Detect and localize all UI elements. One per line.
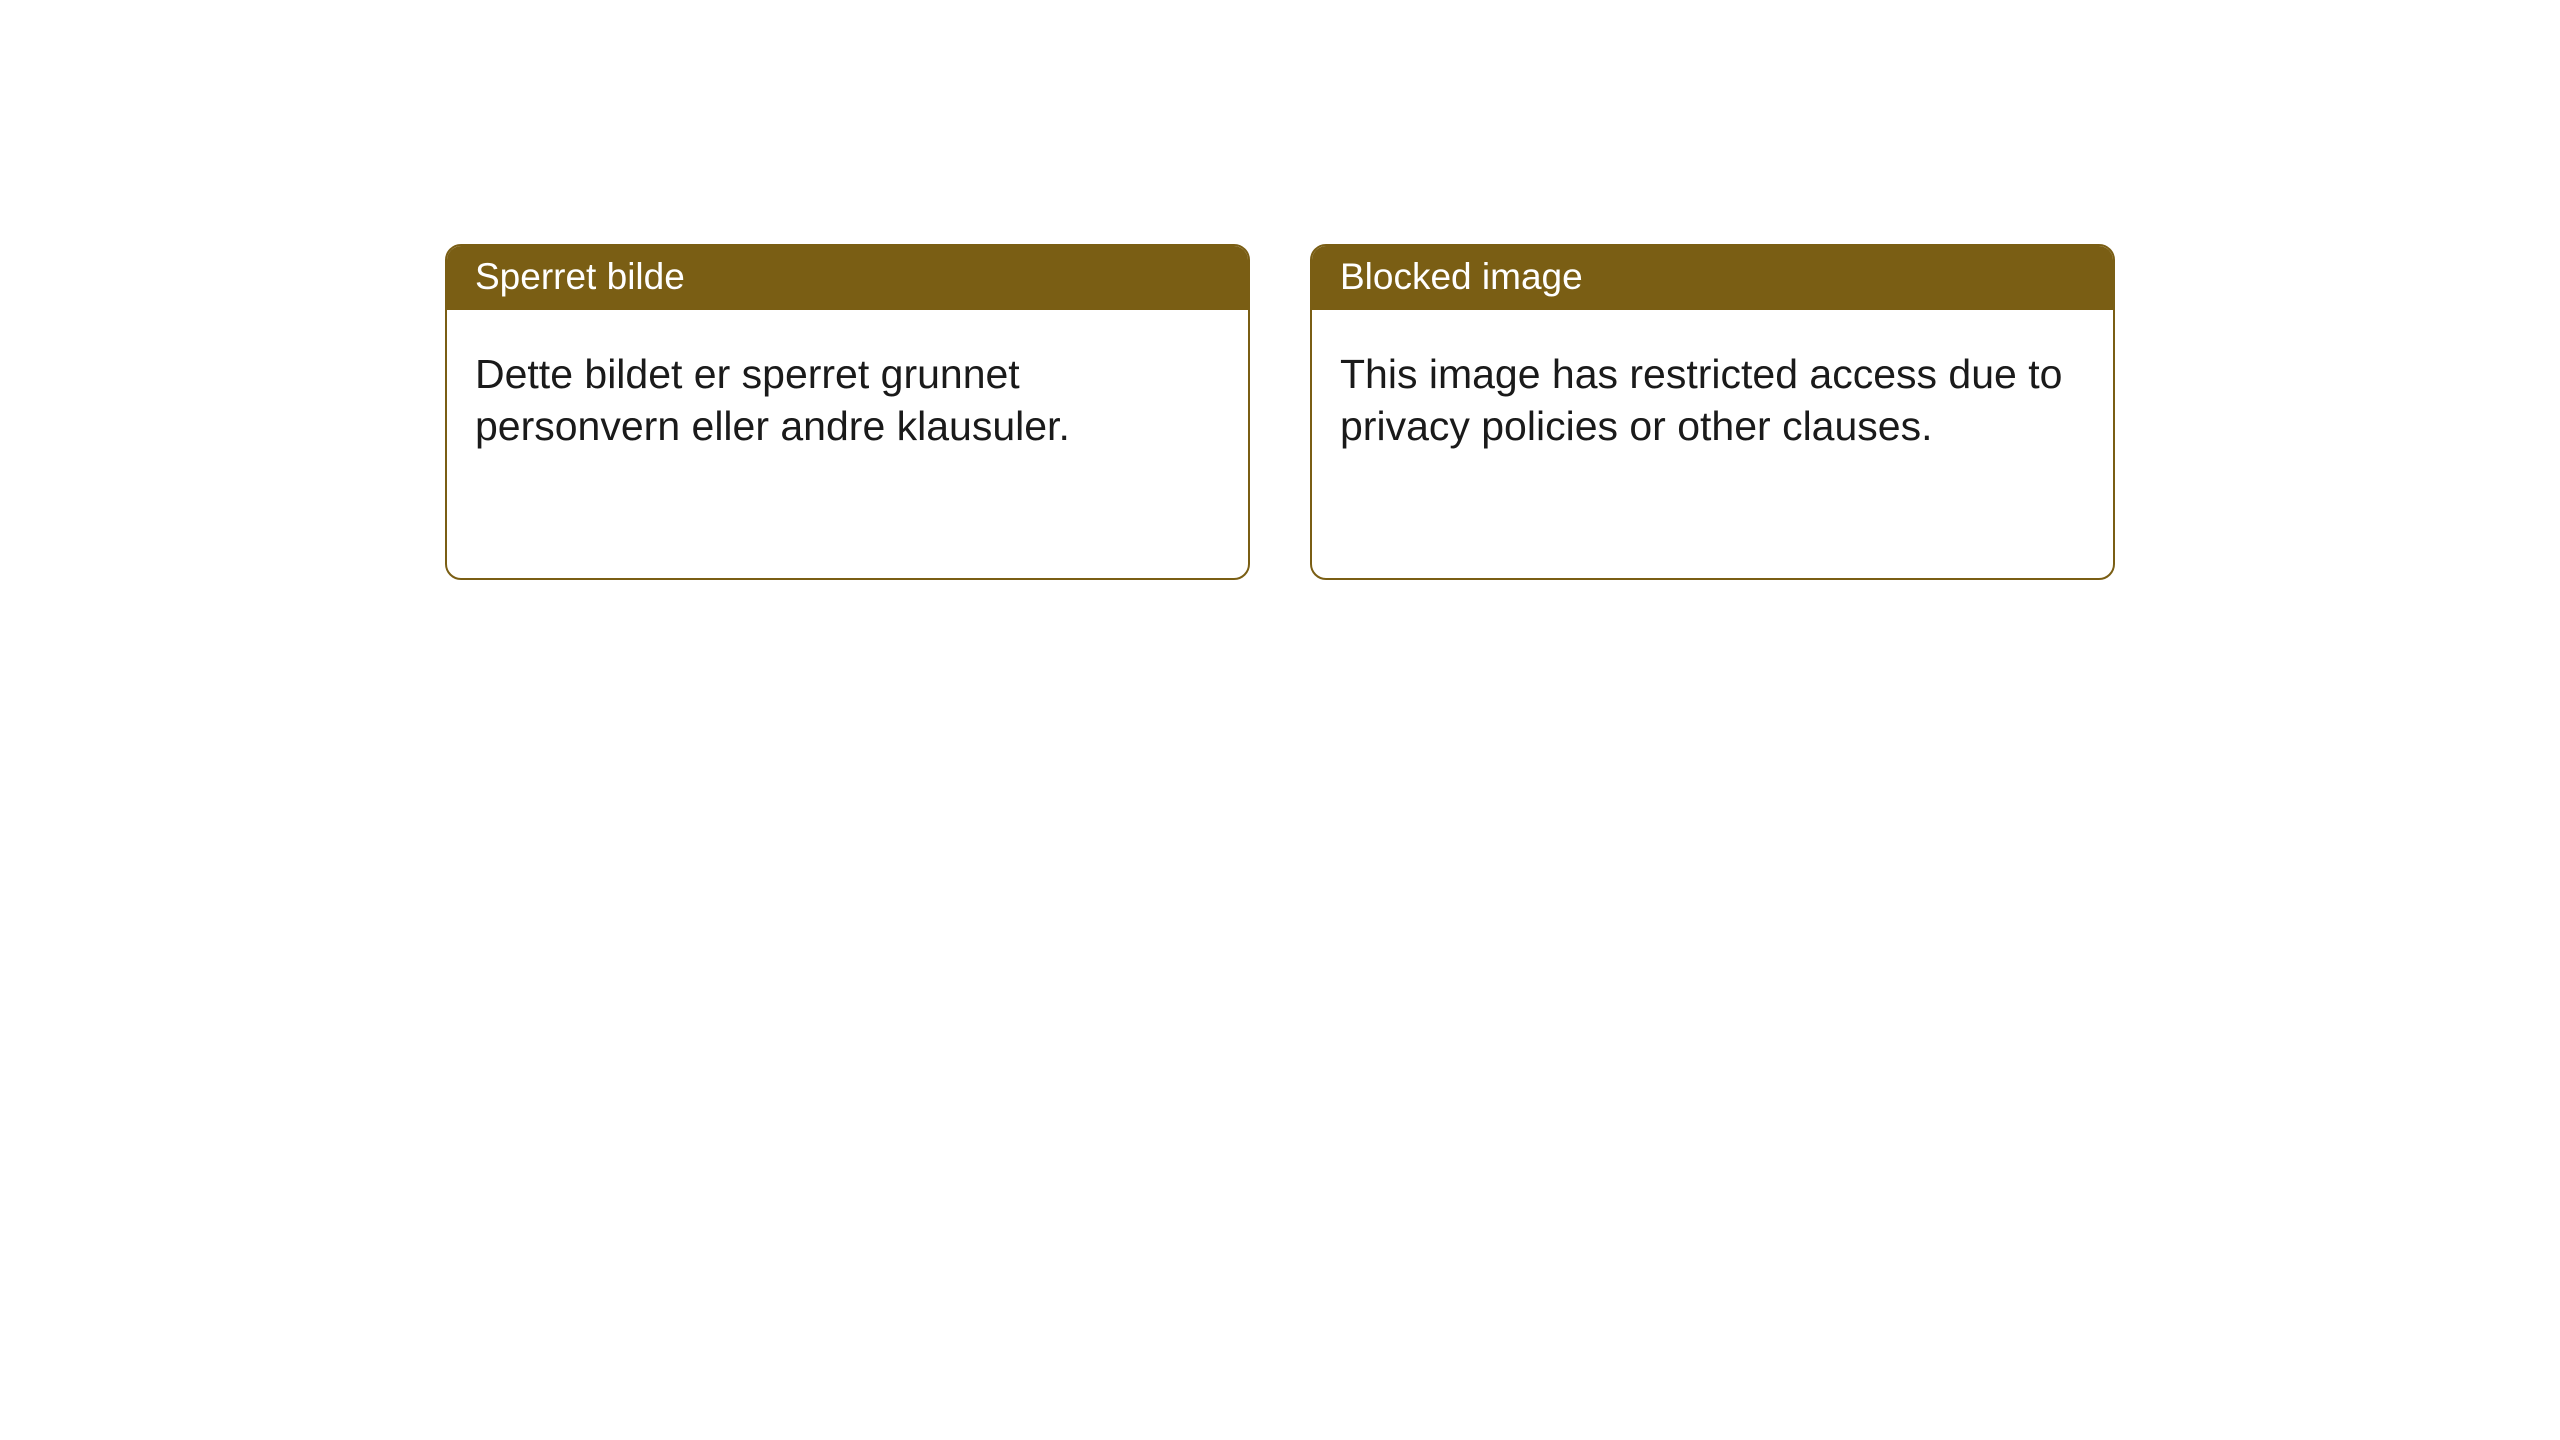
blocked-image-card-en: Blocked image This image has restricted … xyxy=(1310,244,2115,580)
card-header-no: Sperret bilde xyxy=(447,246,1248,310)
card-header-en: Blocked image xyxy=(1312,246,2113,310)
blocked-image-card-no: Sperret bilde Dette bildet er sperret gr… xyxy=(445,244,1250,580)
card-body-no: Dette bildet er sperret grunnet personve… xyxy=(447,310,1248,481)
card-body-en: This image has restricted access due to … xyxy=(1312,310,2113,481)
cards-container: Sperret bilde Dette bildet er sperret gr… xyxy=(0,0,2560,580)
